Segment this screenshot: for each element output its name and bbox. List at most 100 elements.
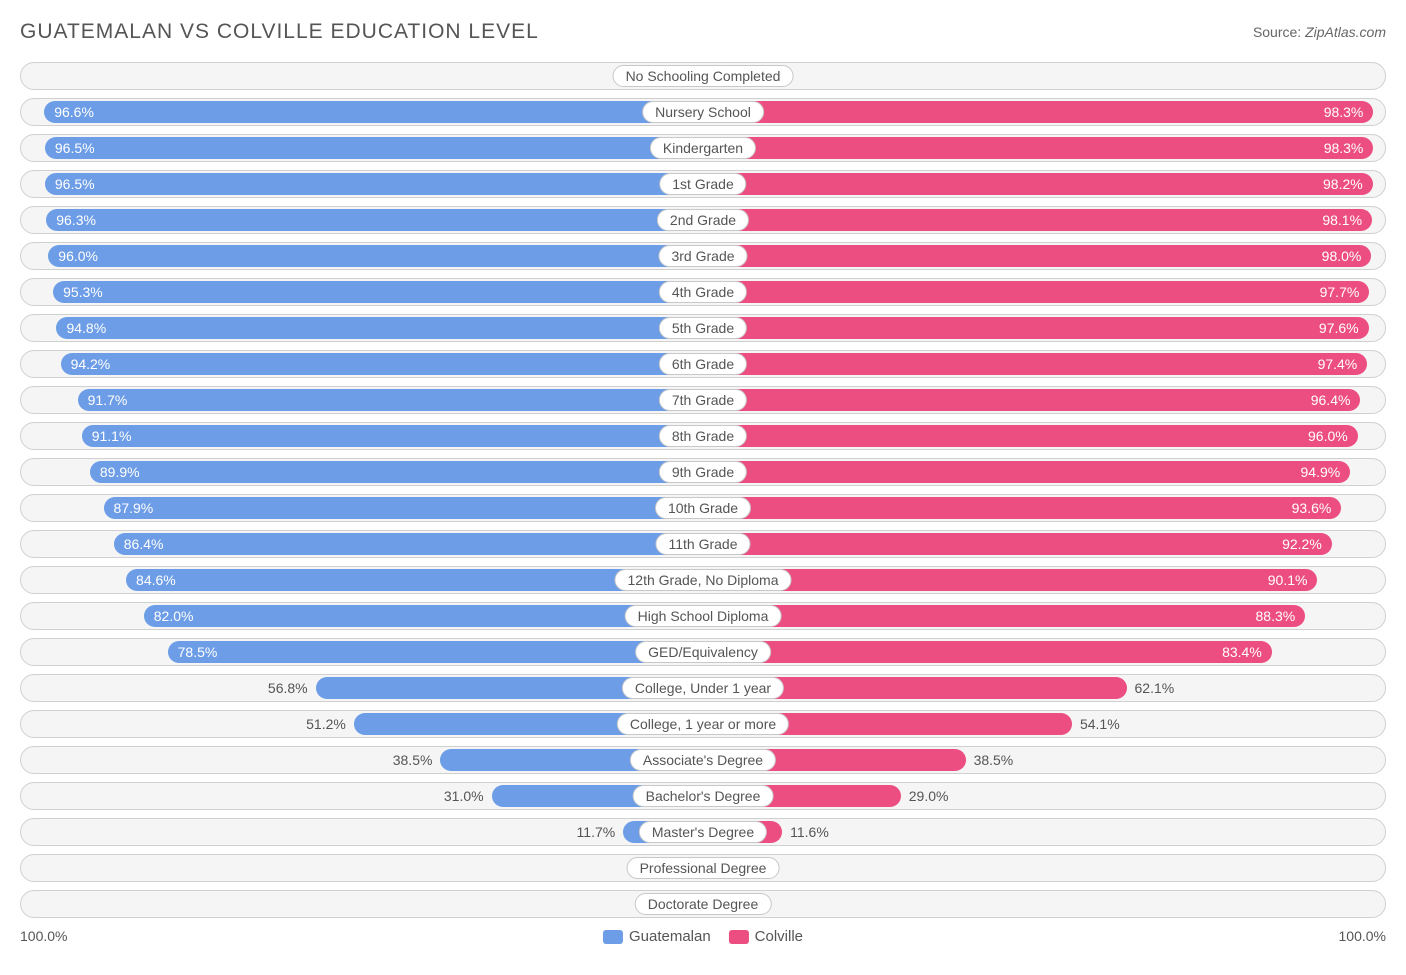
- bar-right-value: 98.2%: [1323, 176, 1373, 192]
- legend: Guatemalan Colville: [603, 928, 803, 945]
- chart-title: GUATEMALAN VS COLVILLE EDUCATION LEVEL: [20, 20, 539, 44]
- bar-right: 97.6%: [703, 317, 1369, 339]
- bar-right-value: 97.4%: [1318, 356, 1368, 372]
- bar-right-value: 96.4%: [1311, 392, 1361, 408]
- bar-left-value: 56.8%: [268, 680, 308, 696]
- bar-right: 94.9%: [703, 461, 1350, 483]
- bar-left: 78.5%: [168, 641, 703, 663]
- legend-swatch-right: [729, 930, 749, 944]
- chart-row: 3.5%3.8%Professional Degree: [20, 854, 1386, 882]
- chart-row: 3.5%1.9%No Schooling Completed: [20, 62, 1386, 90]
- bar-left: 96.3%: [46, 209, 703, 231]
- bar-right-value: 93.6%: [1292, 500, 1342, 516]
- bar-left-value: 78.5%: [168, 644, 218, 660]
- category-label: 8th Grade: [659, 425, 747, 447]
- category-label: Nursery School: [642, 101, 764, 123]
- chart-row: 31.0%29.0%Bachelor's Degree: [20, 782, 1386, 810]
- source-label: Source:: [1253, 24, 1301, 40]
- category-label: 10th Grade: [655, 497, 751, 519]
- category-label: Bachelor's Degree: [633, 785, 774, 807]
- chart-row: 87.9% 93.6% 10th Grade: [20, 494, 1386, 522]
- bar-right: 98.3%: [703, 101, 1373, 123]
- bar-left: 96.5%: [45, 173, 703, 195]
- bar-left-value: 87.9%: [104, 500, 154, 516]
- bar-right-value: 96.0%: [1308, 428, 1358, 444]
- bar-left: 89.9%: [90, 461, 703, 483]
- category-label: 2nd Grade: [657, 209, 749, 231]
- bar-right-value: 11.6%: [790, 824, 829, 840]
- bar-right: 97.7%: [703, 281, 1369, 303]
- category-label: 1st Grade: [659, 173, 746, 195]
- bar-left-value: 95.3%: [53, 284, 103, 300]
- category-label: 12th Grade, No Diploma: [615, 569, 792, 591]
- bar-left-value: 96.3%: [46, 212, 96, 228]
- bar-right-value: 90.1%: [1268, 572, 1318, 588]
- category-label: Kindergarten: [650, 137, 756, 159]
- bar-right-value: 62.1%: [1135, 680, 1175, 696]
- bar-left-value: 96.6%: [44, 104, 94, 120]
- chart-row: 96.6% 98.3% Nursery School: [20, 98, 1386, 126]
- category-label: 3rd Grade: [658, 245, 747, 267]
- bar-left-value: 94.2%: [61, 356, 111, 372]
- bar-right-value: 94.9%: [1301, 464, 1351, 480]
- bar-left-value: 94.8%: [56, 320, 106, 336]
- chart-row: 84.6% 90.1% 12th Grade, No Diploma: [20, 566, 1386, 594]
- bar-right: 96.0%: [703, 425, 1358, 447]
- chart-row: 94.2% 97.4% 6th Grade: [20, 350, 1386, 378]
- source-name: ZipAtlas.com: [1305, 24, 1386, 40]
- category-label: 5th Grade: [659, 317, 747, 339]
- category-label: 11th Grade: [655, 533, 750, 555]
- bar-right-value: 88.3%: [1256, 608, 1306, 624]
- chart-row: 95.3% 97.7%4th Grade: [20, 278, 1386, 306]
- bar-right-value: 98.3%: [1324, 140, 1374, 156]
- category-label: 4th Grade: [659, 281, 747, 303]
- bar-left-value: 31.0%: [444, 788, 484, 804]
- chart-row: 11.7%11.6%Master's Degree: [20, 818, 1386, 846]
- bar-left: 91.7%: [78, 389, 703, 411]
- chart-row: 96.5% 98.3% Kindergarten: [20, 134, 1386, 162]
- chart-row: 1.4%1.6%Doctorate Degree: [20, 890, 1386, 918]
- legend-swatch-left: [603, 930, 623, 944]
- bar-left: 82.0%: [144, 605, 703, 627]
- chart-row: 82.0%88.3%High School Diploma: [20, 602, 1386, 630]
- chart-row: 89.9% 94.9% 9th Grade: [20, 458, 1386, 486]
- bar-right: 92.2%: [703, 533, 1332, 555]
- bar-right-value: 98.3%: [1324, 104, 1374, 120]
- chart-row: 94.8% 97.6% 5th Grade: [20, 314, 1386, 342]
- bar-right: 97.4%: [703, 353, 1367, 375]
- chart-container: GUATEMALAN VS COLVILLE EDUCATION LEVEL S…: [20, 20, 1386, 950]
- chart-row: 91.1% 96.0% 8th Grade: [20, 422, 1386, 450]
- bar-right: 90.1%: [703, 569, 1317, 591]
- category-label: Master's Degree: [639, 821, 767, 843]
- category-label: College, Under 1 year: [622, 677, 784, 699]
- legend-label-left: Guatemalan: [629, 928, 711, 945]
- source-attribution: Source: ZipAtlas.com: [1253, 24, 1386, 40]
- category-label: 9th Grade: [659, 461, 747, 483]
- bar-right: 98.0%: [703, 245, 1371, 267]
- bar-right: 96.4%: [703, 389, 1360, 411]
- category-label: Professional Degree: [627, 857, 780, 879]
- bar-right: 98.1%: [703, 209, 1372, 231]
- bar-left: 91.1%: [82, 425, 703, 447]
- chart-rows: 3.5%1.9%No Schooling Completed 96.6% 98.3%…: [20, 62, 1386, 918]
- category-label: GED/Equivalency: [635, 641, 771, 663]
- bar-right: 83.4%: [703, 641, 1272, 663]
- bar-right: 98.3%: [703, 137, 1373, 159]
- bar-left: 96.5%: [45, 137, 703, 159]
- bar-right-value: 83.4%: [1222, 644, 1272, 660]
- legend-label-right: Colville: [755, 928, 803, 945]
- bar-right-value: 54.1%: [1080, 716, 1120, 732]
- bar-right-value: 97.6%: [1319, 320, 1369, 336]
- chart-row: 91.7%96.4%7th Grade: [20, 386, 1386, 414]
- chart-row: 86.4%92.2%11th Grade: [20, 530, 1386, 558]
- bar-left: 96.6%: [44, 101, 703, 123]
- bar-left-value: 84.6%: [126, 572, 176, 588]
- legend-item-left: Guatemalan: [603, 928, 711, 945]
- category-label: No Schooling Completed: [613, 65, 794, 87]
- category-label: Doctorate Degree: [635, 893, 772, 915]
- bar-left-value: 96.0%: [48, 248, 98, 264]
- chart-row: 51.2%54.1%College, 1 year or more: [20, 710, 1386, 738]
- category-label: 6th Grade: [659, 353, 747, 375]
- bar-left-value: 96.5%: [45, 140, 95, 156]
- bar-left-value: 91.7%: [78, 392, 128, 408]
